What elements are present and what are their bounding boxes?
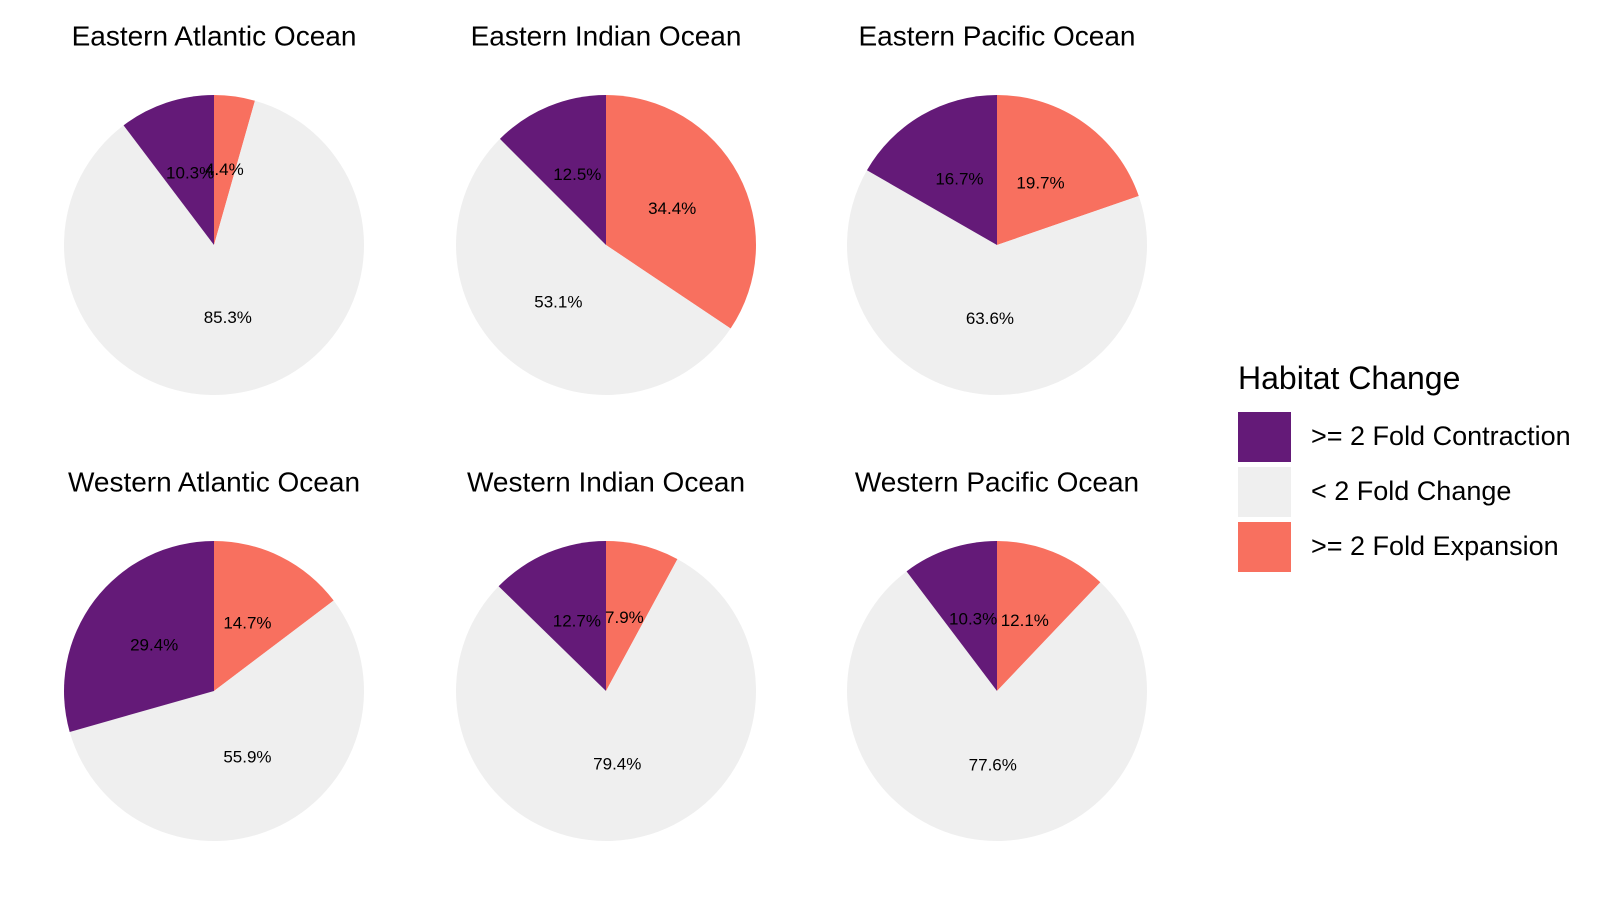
pie-label-eastern-atlantic-ocean-contraction: 10.3% [166,163,214,182]
pie-slice-eastern-atlantic-ocean-expansion [214,95,255,245]
pie-label-western-indian-ocean-expansion: 7.9% [605,608,644,627]
pie-slice-eastern-pacific-ocean-no-change [846,170,1147,395]
pie-slice-western-indian-ocean-contraction [498,541,606,691]
pie-label-western-pacific-ocean-no-change: 77.6% [969,755,1017,774]
pie-label-eastern-atlantic-ocean-no-change: 85.3% [204,308,252,327]
pie-slice-western-indian-ocean-no-change [456,559,757,841]
legend-swatch-contraction [1238,411,1291,462]
pie-label-western-atlantic-ocean-expansion: 14.7% [223,613,271,632]
legend-item-expansion: >= 2 Fold Expansion [1238,519,1598,574]
pie-label-eastern-pacific-ocean-expansion: 19.7% [1016,173,1064,192]
pie-slice-eastern-pacific-ocean-expansion [997,95,1139,245]
pie-slice-eastern-indian-ocean-expansion [606,95,756,329]
pie-label-western-indian-ocean-no-change: 79.4% [593,755,641,774]
pie-label-western-indian-ocean-contraction: 12.7% [553,611,601,630]
pie-slice-eastern-pacific-ocean-contraction [866,95,997,245]
pie-label-eastern-pacific-ocean-contraction: 16.7% [935,170,983,189]
pie-label-western-atlantic-ocean-no-change: 55.9% [223,748,271,767]
pie-slice-eastern-indian-ocean-contraction [499,95,606,245]
pie-slice-western-pacific-ocean-no-change [847,571,1148,841]
legend-swatch-no-change [1238,466,1291,517]
legend-item-contraction: >= 2 Fold Contraction [1238,409,1598,464]
pie-label-eastern-indian-ocean-expansion: 34.4% [648,199,696,218]
legend-item-no-change: < 2 Fold Change [1238,464,1598,519]
legend-swatch-expansion [1238,521,1291,572]
pie-title-eastern-indian-ocean: Eastern Indian Ocean [471,20,742,51]
pie-panel-eastern-atlantic-ocean: Eastern Atlantic Ocean 4.4% 85.3% 10.3% [63,20,364,396]
pie-label-western-pacific-ocean-contraction: 10.3% [949,609,997,628]
pie-panel-western-indian-ocean: Western Indian Ocean 7.9% 79.4% 12.7% [456,466,757,841]
pie-label-western-pacific-ocean-expansion: 12.1% [1001,611,1049,630]
legend: Habitat Change >= 2 Fold Contraction < 2… [1238,360,1598,590]
pie-slice-eastern-atlantic-ocean-no-change [63,100,364,396]
pie-panel-eastern-indian-ocean: Eastern Indian Ocean 34.4% 53.1% 12.5% [456,20,756,395]
pie-slice-western-indian-ocean-expansion [606,541,678,691]
pie-slice-western-atlantic-ocean-expansion [214,541,334,691]
legend-label-contraction: >= 2 Fold Contraction [1311,421,1571,451]
pie-slice-eastern-atlantic-ocean-contraction [123,95,214,245]
pie-slice-western-pacific-ocean-contraction [906,541,997,691]
pie-title-western-atlantic-ocean: Western Atlantic Ocean [68,466,360,497]
pie-panel-western-atlantic-ocean: Western Atlantic Ocean 14.7% 55.9% 29.4% [64,466,365,842]
pie-label-eastern-pacific-ocean-no-change: 63.6% [966,309,1014,328]
pie-label-eastern-indian-ocean-no-change: 53.1% [534,292,582,311]
pie-title-western-indian-ocean: Western Indian Ocean [467,466,745,497]
pie-panel-eastern-pacific-ocean: Eastern Pacific Ocean 19.7% 63.6% 16.7% [846,20,1147,395]
pie-slice-western-pacific-ocean-expansion [997,541,1101,691]
pie-title-eastern-atlantic-ocean: Eastern Atlantic Ocean [72,20,357,51]
pie-title-western-pacific-ocean: Western Pacific Ocean [855,466,1139,497]
pie-label-western-atlantic-ocean-contraction: 29.4% [130,635,178,654]
legend-title: Habitat Change [1238,360,1461,396]
pie-slice-western-atlantic-ocean-contraction [64,541,214,732]
pie-label-eastern-indian-ocean-contraction: 12.5% [553,165,601,184]
pie-slice-eastern-indian-ocean-no-change [456,138,731,395]
pie-label-eastern-atlantic-ocean-expansion: 4.4% [205,160,244,179]
legend-label-no-change: < 2 Fold Change [1311,476,1512,506]
pie-panel-western-pacific-ocean: Western Pacific Ocean 12.1% 77.6% 10.3% [847,466,1148,841]
legend-label-expansion: >= 2 Fold Expansion [1311,531,1559,561]
pie-slice-western-atlantic-ocean-no-change [69,600,365,842]
pie-title-eastern-pacific-ocean: Eastern Pacific Ocean [858,20,1135,51]
